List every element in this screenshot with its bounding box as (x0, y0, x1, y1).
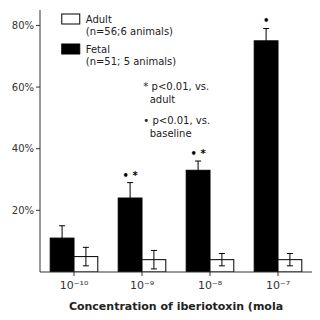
x-tick-label: 10⁻¹⁰ (60, 279, 89, 292)
error-line (266, 28, 267, 53)
x-tick (210, 272, 211, 276)
error-cap (59, 250, 65, 251)
x-tick-label: 10⁻⁷ (266, 279, 290, 292)
y-tick-label: 60% (12, 82, 34, 93)
error-line (130, 183, 131, 214)
annotation: • p<0.01, vs. baseline (143, 115, 210, 139)
y-tick-label: 20% (12, 205, 34, 216)
error-cap (127, 213, 133, 214)
y-axis-line (40, 10, 41, 272)
x-tick-label: 10⁻⁸ (198, 279, 223, 292)
text-line: • p<0.01, vs. (143, 115, 210, 126)
bar-annotation: • (263, 15, 269, 26)
error-cap (83, 247, 89, 248)
bars (50, 28, 302, 272)
error-line (62, 226, 63, 251)
bar-annotation: • * (191, 148, 207, 159)
error-cap (151, 268, 157, 269)
error-bar (151, 250, 157, 268)
error-cap (195, 179, 201, 180)
x-tick (278, 272, 279, 276)
x-tick (74, 272, 75, 276)
error-cap (263, 28, 269, 29)
text-line: (n=56;6 animals) (86, 26, 173, 37)
error-cap (263, 53, 269, 54)
y-tick (36, 148, 40, 149)
error-cap (219, 253, 225, 254)
chart: 20% 40% 60% 80% 10⁻¹⁰ 10⁻⁹ 10⁻⁸ 10⁻⁷ Concentrati… (0, 0, 320, 320)
x-axis-label: Concentration of iberiotoxin (mola (69, 300, 283, 313)
error-line (85, 247, 86, 265)
error-bar (219, 254, 225, 266)
error-bar (83, 247, 89, 265)
bar-annotation: • * (123, 170, 139, 181)
error-bar (195, 161, 201, 179)
y-tick (36, 87, 40, 88)
y-tick (36, 210, 40, 211)
x-tick-label: 10⁻⁹ (130, 279, 154, 292)
legend-label: Fetal(n=51; 5 animals) (86, 44, 177, 67)
legend-swatch (62, 44, 80, 54)
legend-label: Adult(n=56;6 animals) (86, 14, 173, 37)
text-line: adult (143, 94, 175, 105)
legend-swatch (62, 14, 80, 24)
error-line (221, 254, 222, 266)
error-cap (83, 265, 89, 266)
x-tick (142, 272, 143, 276)
text-line: Fetal (86, 44, 110, 55)
error-bar (263, 28, 269, 53)
y-tick-label: 40% (12, 143, 34, 154)
error-bar (127, 183, 133, 214)
error-cap (127, 182, 133, 183)
text-line: Adult (86, 14, 112, 25)
error-cap (287, 253, 293, 254)
bar (254, 41, 278, 272)
error-line (153, 250, 154, 268)
error-bar (287, 254, 293, 266)
y-tick-label: 80% (12, 20, 34, 31)
text-line: (n=51; 5 animals) (86, 56, 177, 67)
y-tick (36, 25, 40, 26)
error-line (289, 254, 290, 266)
annotation: * p<0.01, vs. adult (143, 81, 209, 105)
x-axis-line (40, 272, 312, 273)
error-cap (59, 225, 65, 226)
bar (186, 170, 210, 272)
error-line (198, 161, 199, 179)
error-bar (59, 226, 65, 251)
error-cap (151, 250, 157, 251)
legend: Adult(n=56;6 animals) Fetal(n=51; 5 anima… (62, 14, 177, 67)
text-line: baseline (143, 128, 191, 139)
error-cap (287, 265, 293, 266)
error-cap (195, 161, 201, 162)
error-cap (219, 265, 225, 266)
text-line: * p<0.01, vs. (143, 81, 209, 92)
